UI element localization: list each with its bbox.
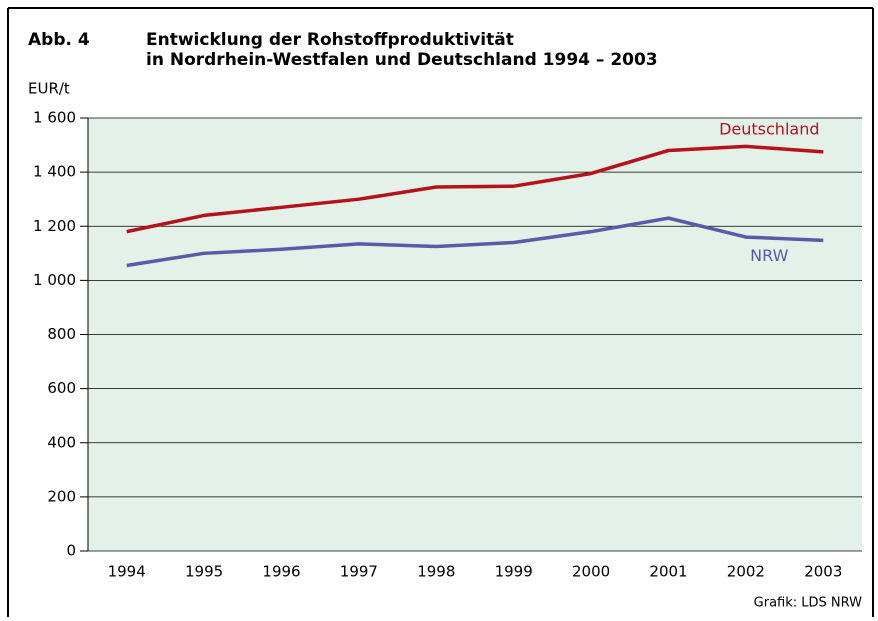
x-tick-label: 2001 (649, 563, 687, 581)
x-tick-label: 2000 (572, 563, 610, 581)
chart-title: Entwicklung der Rohstoffproduktivität (146, 30, 514, 50)
data-line (126, 144, 824, 234)
y-tick-label: 400 (47, 433, 76, 451)
series-label: NRW (750, 246, 788, 265)
y-tick-label: 200 (47, 487, 76, 505)
x-tick-label: 1996 (262, 563, 300, 581)
y-tick-label: 800 (47, 325, 76, 343)
y-tick-label: 0 (66, 542, 76, 560)
y-tick-label: 1 400 (33, 163, 76, 181)
source: Grafik: LDS NRW (754, 596, 862, 611)
y-tick-label: 1 000 (33, 271, 76, 289)
data-line (126, 216, 824, 268)
x-tick-label: 1998 (417, 563, 455, 581)
y-tick-label: 1 200 (33, 217, 76, 235)
x-tick-label: 1994 (108, 563, 146, 581)
y-tick-label: 1 600 (33, 109, 76, 127)
chart-title: in Nordrhein-Westfalen und Deutschland 1… (146, 50, 658, 70)
x-tick-label: 1997 (340, 563, 378, 581)
x-tick-label: 1995 (185, 563, 223, 581)
y-tick-label: 600 (47, 379, 76, 397)
figure-label: Abb. 4 (28, 30, 90, 50)
x-tick-label: 2003 (804, 563, 842, 581)
y-axis-label: EUR/t (28, 80, 70, 98)
x-tick-label: 2002 (727, 563, 765, 581)
series-label: Deutschland (719, 119, 819, 138)
x-tick-label: 1999 (495, 563, 533, 581)
